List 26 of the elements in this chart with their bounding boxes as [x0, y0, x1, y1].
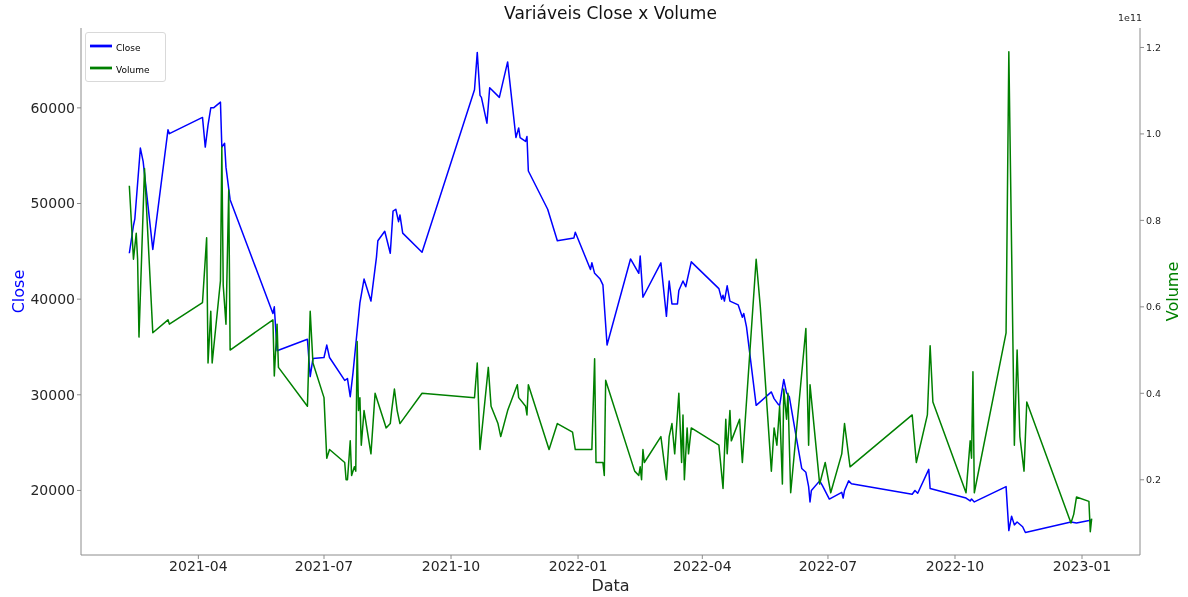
x-tick-label: 2021-04	[169, 557, 228, 574]
x-tick-label: 2021-10	[421, 557, 481, 574]
y-tick-label: 50000	[30, 195, 75, 212]
x-tick-label: 2022-07	[798, 557, 858, 574]
y-tick-label: 40000	[30, 291, 75, 308]
y2-tick-label: 0.4	[1146, 387, 1162, 399]
x-tick-label: 2022-10	[925, 557, 985, 574]
legend-label: Volume	[116, 64, 150, 75]
y2-axis-title: Volume	[1162, 261, 1182, 322]
y-axis-title: Close	[8, 269, 28, 314]
y2-tick-label: 0.6	[1146, 301, 1162, 313]
chart-title: Variáveis Close x Volume	[504, 3, 717, 23]
y2-tick-label: 1.0	[1146, 128, 1162, 140]
x-tick-label: 2021-07	[294, 557, 354, 574]
y2-tick-label: 0.2	[1146, 474, 1162, 486]
y2-tick-label: 0.8	[1146, 214, 1162, 226]
y-tick-label: 60000	[30, 99, 75, 116]
y-tick-label: 30000	[30, 386, 75, 403]
y2-tick-label: 1.2	[1146, 41, 1162, 53]
x-tick-label: 2022-01	[548, 557, 608, 574]
legend-label: Close	[116, 42, 141, 53]
x-axis-title: Data	[591, 576, 630, 595]
x-tick-label: 2023-01	[1052, 557, 1112, 574]
x-tick-label: 2022-04	[673, 557, 732, 574]
text: 1e11	[1118, 12, 1142, 23]
y-tick-label: 20000	[30, 482, 75, 499]
